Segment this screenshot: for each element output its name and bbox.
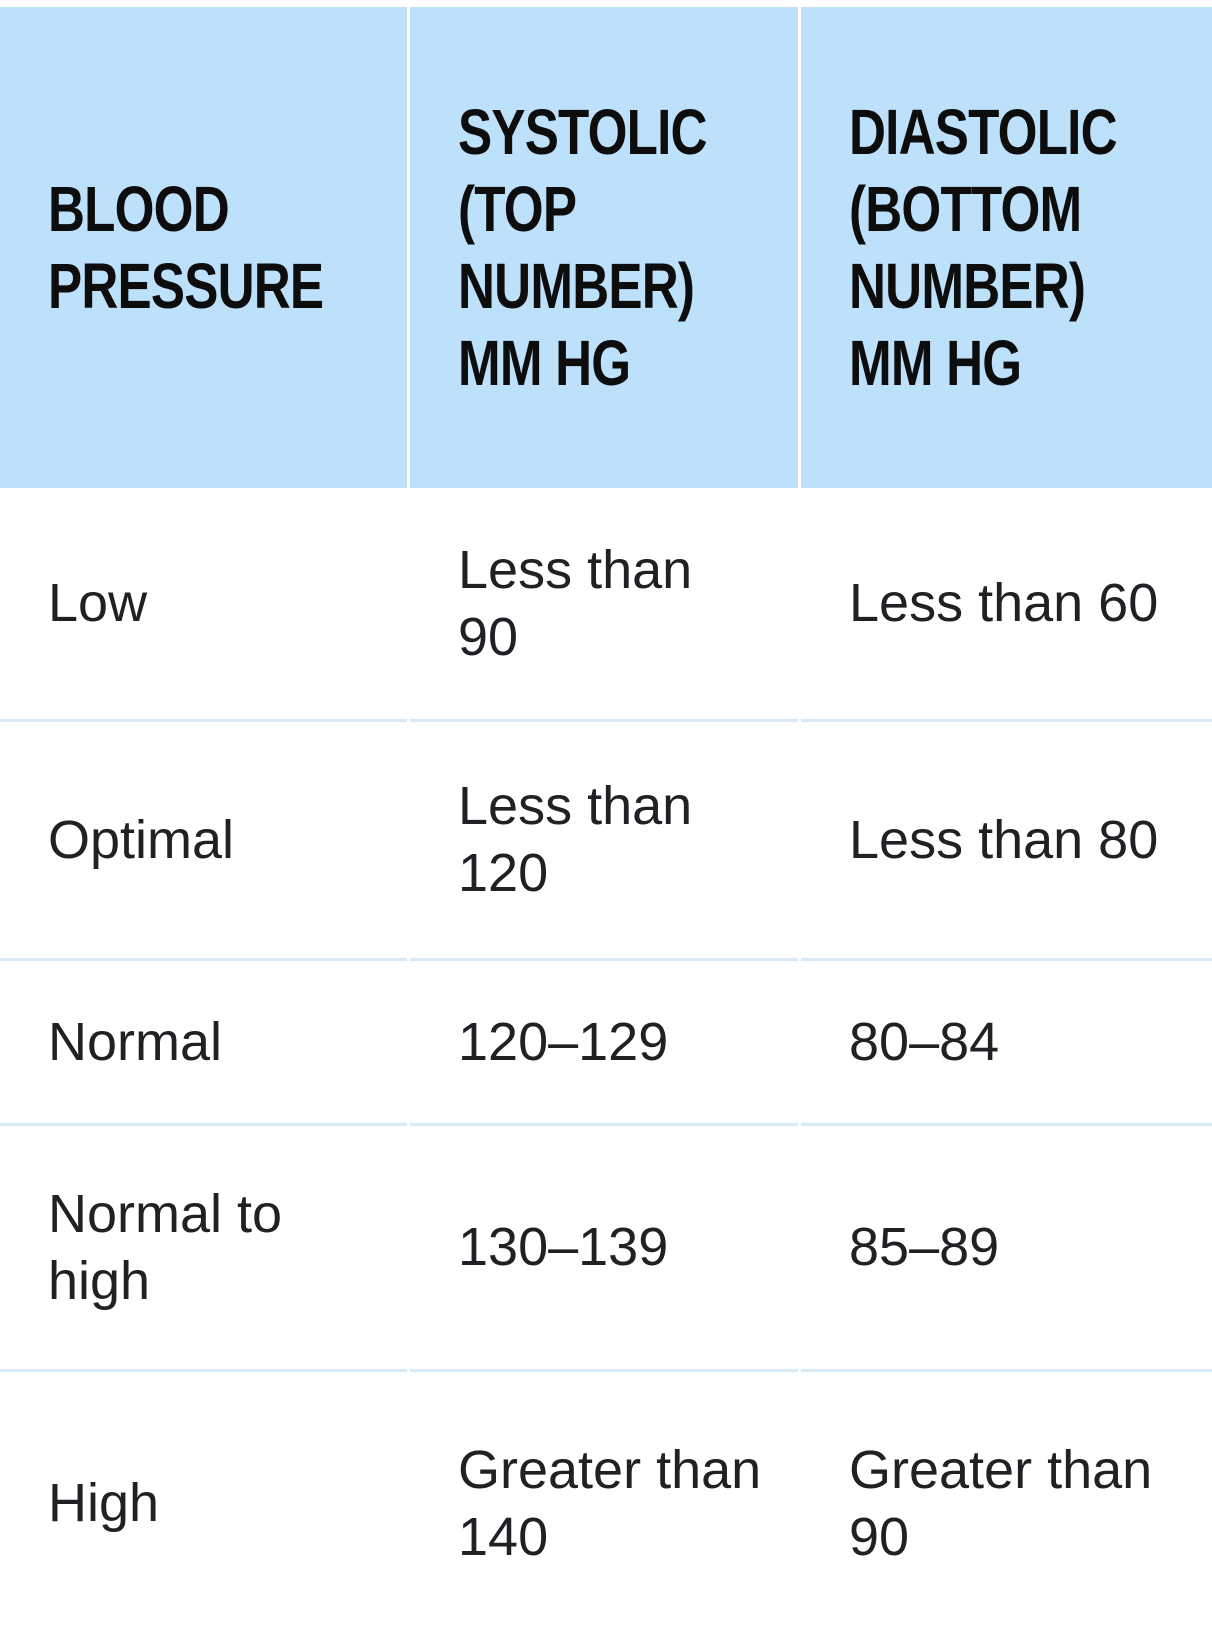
- header-cell-blood-pressure: BLOOD PRESSURE: [0, 7, 407, 488]
- table-header-row: BLOOD PRESSURE SYSTOLIC (TOP NUMBER) MM …: [0, 7, 1212, 488]
- cell-diastolic-value: 85–89: [801, 1126, 1212, 1372]
- table-row-low: Low Less than 90 Less than 60: [0, 488, 1212, 722]
- cell-category: Low: [0, 488, 407, 722]
- cell-category: High: [0, 1372, 407, 1635]
- table-row-normal: Normal 120–129 80–84: [0, 961, 1212, 1126]
- cell-systolic-value: Greater than 140: [410, 1372, 798, 1635]
- category-label: Normal to high: [48, 1183, 283, 1311]
- header-label-diastolic: DIASTOLIC (BOTTOM NUMBER) MM HG: [849, 95, 1118, 399]
- cell-systolic-value: 120–129: [410, 961, 798, 1126]
- systolic-value: Greater than 140: [458, 1439, 762, 1567]
- cell-systolic-value: Less than 90: [410, 488, 798, 722]
- category-label: Normal: [48, 1011, 223, 1072]
- table-row-normal-to-high: Normal to high 130–139 85–89: [0, 1126, 1212, 1372]
- cell-diastolic-value: Less than 60: [801, 488, 1212, 722]
- cell-category: Normal: [0, 961, 407, 1126]
- category-label: High: [48, 1473, 160, 1533]
- cell-diastolic-value: 80–84: [801, 961, 1212, 1126]
- cell-diastolic-value: Less than 80: [801, 722, 1212, 961]
- cell-category: Normal to high: [0, 1126, 407, 1372]
- diastolic-value: 80–84: [849, 1011, 1000, 1072]
- diastolic-value: Less than 60: [849, 573, 1159, 633]
- cell-category: Optimal: [0, 722, 407, 961]
- cell-diastolic-value: Greater than 90: [801, 1372, 1212, 1635]
- table-row-high: High Greater than 140 Greater than 90: [0, 1372, 1212, 1635]
- cell-systolic-value: 130–139: [410, 1126, 798, 1372]
- header-cell-systolic: SYSTOLIC (TOP NUMBER) MM HG: [410, 7, 798, 488]
- diastolic-value: Greater than 90: [849, 1439, 1153, 1567]
- systolic-value: 120–129: [458, 1011, 669, 1072]
- header-cell-diastolic: DIASTOLIC (BOTTOM NUMBER) MM HG: [801, 7, 1212, 488]
- cell-systolic-value: Less than 120: [410, 722, 798, 961]
- systolic-value: 130–139: [458, 1217, 669, 1277]
- category-label: Optimal: [48, 809, 235, 870]
- systolic-value: Less than 90: [458, 539, 693, 667]
- header-label-systolic: SYSTOLIC (TOP NUMBER) MM HG: [458, 95, 707, 399]
- diastolic-value: Less than 80: [849, 809, 1159, 870]
- header-label-blood-pressure: BLOOD PRESSURE: [48, 172, 324, 322]
- category-label: Low: [48, 573, 148, 633]
- diastolic-value: 85–89: [849, 1217, 1000, 1277]
- table-row-optimal: Optimal Less than 120 Less than 80: [0, 722, 1212, 961]
- systolic-value: Less than 120: [458, 776, 693, 903]
